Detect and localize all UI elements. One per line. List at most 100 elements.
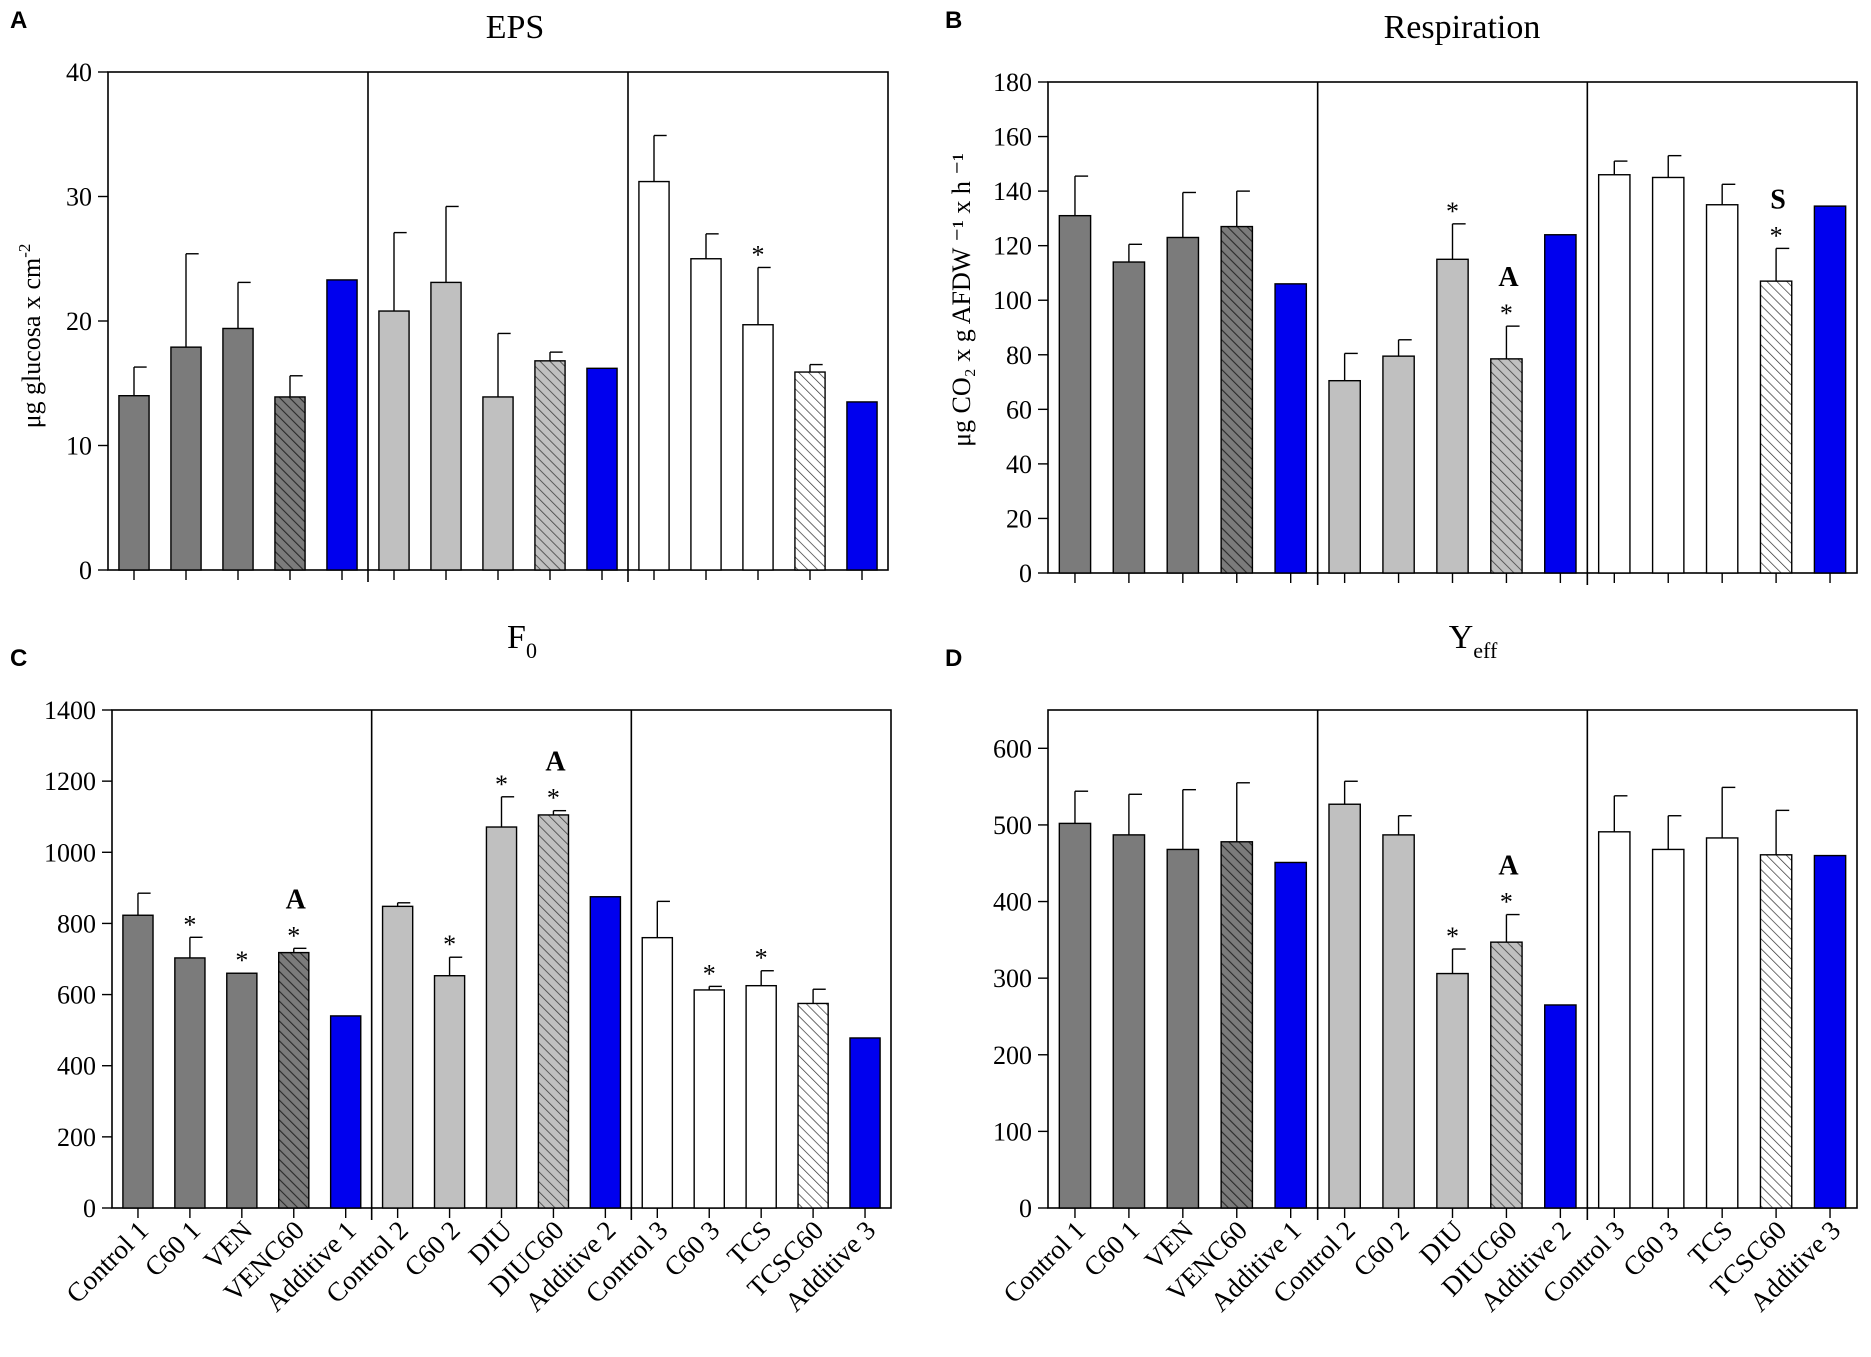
panel-c-bar	[849, 1037, 881, 1209]
panel-c-bar	[381, 905, 414, 1209]
panel-c-bar	[641, 936, 674, 1209]
panel-d-bar	[1382, 834, 1415, 1209]
panel-c-ytick-label: 800	[57, 909, 96, 938]
panel-d-ytick-label: 500	[993, 811, 1032, 840]
panel-d-ytick-label: 0	[1019, 1194, 1032, 1223]
panel-d-bar	[1651, 848, 1685, 1209]
panel-b-ytick-label: 40	[1006, 450, 1032, 479]
panel-d-bar	[1274, 861, 1308, 1209]
panel-d-bar	[1597, 831, 1631, 1209]
panel-a-ylabel: μg glucosa x cm-2	[15, 244, 46, 429]
panel-d-bar	[1759, 854, 1793, 1209]
panel-a-ytick-label: 10	[66, 432, 92, 461]
panel-a-bar	[118, 395, 150, 571]
panel-c-ytick-label: 400	[57, 1052, 96, 1081]
panel-a-bar	[326, 279, 358, 571]
panel-a-ylabel-sup: -2	[15, 244, 34, 258]
panel-b-ytick-label: 60	[1006, 395, 1032, 424]
panel-d-bar	[1813, 854, 1847, 1209]
panel-b-bar	[1490, 358, 1523, 574]
panel-c-ytick-label: 0	[83, 1194, 96, 1223]
panel-d-category-label: C60 3	[1617, 1215, 1684, 1282]
panel-d-title: Yeff	[1449, 619, 1498, 663]
panel-c-category-label: C60 3	[658, 1215, 725, 1282]
panel-a-bar	[586, 367, 618, 571]
panel-d-bar	[1166, 848, 1200, 1209]
panel-b-significance-star: *	[1500, 299, 1513, 328]
panel-c-bar	[433, 975, 466, 1209]
panel-c-bar	[226, 972, 258, 1209]
panel-b-bar	[1274, 283, 1308, 574]
panel-c-title: F0	[507, 619, 537, 663]
panel-c-bar	[693, 989, 725, 1209]
panel-b-ytick-label: 160	[993, 123, 1032, 152]
panel-a-ytick-label: 30	[66, 183, 92, 212]
panel-b-bar	[1813, 205, 1847, 574]
panel-b-bar	[1705, 204, 1739, 574]
panel-c-significance-star: *	[495, 770, 508, 799]
panel-b-ylabel: μg CO₂ x g AFDW ⁻¹ x h ⁻¹	[947, 153, 976, 447]
panel-b-bar	[1058, 214, 1092, 574]
panel-b-title: Respiration	[1384, 9, 1541, 46]
panel-c-category-label: C60 1	[139, 1215, 206, 1282]
panel-d-category-label: Control 1	[997, 1215, 1091, 1309]
panel-d-category-label: C60 1	[1078, 1215, 1145, 1282]
panel-d-bar	[1112, 834, 1146, 1209]
panel-b-bar	[1597, 174, 1631, 574]
panel-letter-b: B	[945, 7, 962, 34]
panel-b-ytick-label: 0	[1019, 559, 1032, 588]
panel-d-significance-letter: A	[1498, 851, 1519, 882]
panel-b-significance-letter: A	[1498, 262, 1519, 293]
panel-c-significance-star: *	[443, 930, 456, 959]
panel-b-significance-star: *	[1446, 197, 1459, 226]
panel-b-ytick-label: 140	[993, 177, 1032, 206]
panel-b-significance-star: *	[1770, 221, 1783, 250]
panel-d-ytick-label: 200	[993, 1041, 1032, 1070]
panel-c-bar	[174, 957, 206, 1209]
panel-c-category-label: C60 2	[398, 1215, 465, 1282]
panel-d-significance-star: *	[1446, 922, 1459, 951]
panel-a-ytick-label: 40	[66, 58, 92, 87]
panel-b-bar	[1166, 236, 1200, 574]
panel-c-bar	[745, 984, 777, 1209]
panel-a-bar	[534, 360, 566, 571]
panel-c-significance-star: *	[235, 946, 248, 975]
panel-c-bar	[589, 896, 622, 1209]
panel-d-bar	[1490, 941, 1523, 1209]
panel-a-bar	[430, 281, 462, 571]
panel-letter-c: C	[10, 645, 27, 672]
panel-c-ytick-label: 1200	[44, 767, 96, 796]
panel-b-ytick-label: 80	[1006, 341, 1032, 370]
panel-c-ytick-label: 200	[57, 1123, 96, 1152]
panel-b-bar	[1651, 176, 1685, 574]
panel-b-bar	[1112, 261, 1146, 574]
panel-a-significance-star: *	[752, 240, 765, 269]
panel-a-bar	[846, 401, 878, 571]
panel-d-title-main: Y	[1449, 619, 1474, 656]
panel-a-ylabel-main: μg glucosa x cm	[17, 258, 46, 429]
panel-c-title-main: F	[507, 619, 526, 656]
panel-c-significance-letter: A	[286, 884, 307, 915]
panel-a-bar	[482, 396, 514, 571]
panel-letter-d: D	[945, 645, 962, 672]
panel-a-ytick-label: 0	[79, 556, 92, 585]
panel-d-ytick-label: 300	[993, 964, 1032, 993]
panel-d-bar	[1328, 803, 1361, 1209]
panel-d-significance-star: *	[1500, 888, 1513, 917]
panel-b-significance-letter: S	[1770, 184, 1786, 215]
panel-c-bar	[797, 1002, 829, 1209]
panel-c-bar	[122, 914, 154, 1209]
panel-c-ytick-label: 600	[57, 981, 96, 1010]
panel-d-ytick-label: 600	[993, 734, 1032, 763]
panel-a-bar	[690, 258, 722, 571]
panel-b-bar	[1544, 234, 1577, 574]
panel-d-title-sub: eff	[1473, 638, 1498, 663]
panel-c-ytick-label: 1000	[44, 838, 96, 867]
panel-c-significance-letter: A	[545, 747, 566, 778]
panel-d-bar	[1705, 837, 1739, 1209]
panel-a-bar	[378, 310, 410, 571]
panel-b-bar	[1436, 258, 1469, 574]
panel-c-significance-star: *	[287, 921, 300, 950]
